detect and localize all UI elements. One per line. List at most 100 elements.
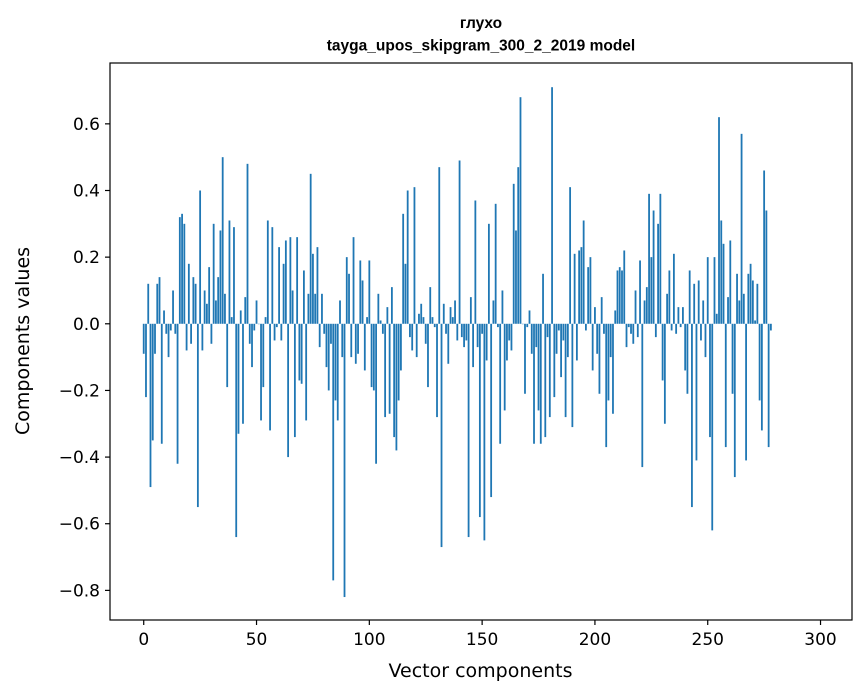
bar — [321, 293, 323, 324]
bar — [478, 323, 481, 518]
bar — [596, 323, 599, 354]
bar — [395, 323, 398, 451]
bar — [176, 323, 179, 464]
bar — [289, 237, 292, 324]
bar — [742, 293, 745, 324]
bar — [248, 323, 251, 344]
bar — [639, 260, 641, 324]
bar — [149, 323, 152, 488]
x-tick-label: 250 — [692, 630, 724, 650]
bar — [442, 303, 445, 324]
bar — [147, 283, 150, 324]
bar — [605, 323, 608, 448]
bar — [415, 323, 418, 358]
x-tick-label: 50 — [246, 630, 268, 650]
bar — [438, 167, 441, 324]
bar — [769, 323, 772, 331]
bar — [334, 323, 337, 401]
bar — [210, 323, 213, 344]
y-tick-label: 0.6 — [73, 115, 100, 135]
bar — [657, 223, 659, 324]
bar — [348, 273, 350, 324]
bar — [205, 303, 208, 324]
bar — [501, 290, 504, 324]
bar — [713, 257, 716, 324]
bar — [332, 323, 335, 581]
plot-frame — [109, 62, 853, 621]
bar — [537, 323, 540, 411]
bar — [472, 323, 474, 368]
bar — [212, 223, 215, 324]
bar — [474, 200, 477, 324]
bar — [691, 323, 693, 508]
bar — [226, 323, 229, 388]
bar — [767, 323, 770, 448]
bar — [352, 237, 355, 324]
bar — [487, 223, 490, 324]
chart-subtitle: tayga_upos_skipgram_300_2_2019 model — [327, 38, 635, 55]
bar — [751, 280, 754, 324]
bar — [729, 240, 732, 324]
bar — [551, 87, 553, 324]
bar — [400, 323, 402, 371]
bar — [185, 323, 188, 351]
bar — [675, 323, 678, 334]
bar — [688, 270, 691, 324]
bar — [544, 323, 547, 438]
bar — [339, 300, 341, 324]
bar — [652, 210, 655, 324]
bar — [158, 277, 161, 324]
bar — [630, 323, 632, 334]
bar — [747, 273, 750, 324]
bar — [614, 310, 617, 324]
bar — [309, 173, 312, 324]
bar — [733, 323, 736, 478]
bar — [758, 323, 761, 401]
bar — [278, 247, 280, 324]
bar — [384, 323, 387, 418]
bar — [221, 157, 224, 324]
bar — [609, 323, 612, 358]
bar — [618, 267, 621, 324]
bar — [594, 307, 596, 324]
y-tick-label: −0.2 — [59, 381, 100, 401]
bar — [765, 210, 768, 324]
bar — [519, 97, 522, 324]
y-axis-label: Components values — [12, 247, 34, 435]
bar — [528, 310, 531, 324]
bar — [612, 323, 614, 414]
bar — [763, 170, 766, 324]
bar — [196, 323, 199, 508]
bar — [530, 323, 533, 354]
bar — [702, 300, 705, 324]
bar — [749, 263, 752, 324]
bar — [643, 300, 646, 324]
bar — [515, 230, 517, 324]
bar — [363, 323, 366, 371]
bar — [237, 323, 240, 434]
bar — [187, 263, 190, 324]
bar — [260, 323, 262, 421]
bar — [503, 323, 506, 411]
bar — [436, 323, 438, 418]
bar — [169, 323, 172, 331]
bar — [445, 323, 447, 334]
bar — [677, 307, 680, 324]
bar — [506, 323, 508, 361]
bars-group — [142, 87, 772, 598]
bar — [566, 323, 569, 358]
bar — [341, 323, 344, 358]
bar — [449, 307, 452, 324]
bar — [499, 323, 502, 444]
chart-title: глухо — [460, 15, 502, 32]
bar — [280, 323, 283, 341]
bar — [343, 323, 346, 598]
bar — [228, 220, 231, 324]
bar — [366, 317, 368, 324]
bar — [641, 323, 644, 468]
bar — [469, 297, 472, 324]
bar — [598, 323, 601, 394]
bar — [661, 323, 664, 381]
bar — [666, 293, 669, 324]
bar — [458, 160, 461, 324]
